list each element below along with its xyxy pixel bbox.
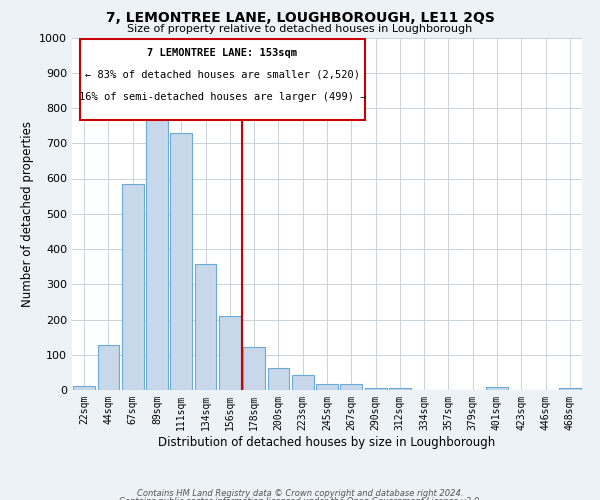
Text: Contains HM Land Registry data © Crown copyright and database right 2024.: Contains HM Land Registry data © Crown c…: [137, 489, 463, 498]
Bar: [219, 316, 241, 390]
Text: 7, LEMONTREE LANE, LOUGHBOROUGH, LE11 2QS: 7, LEMONTREE LANE, LOUGHBOROUGH, LE11 2Q…: [106, 11, 494, 25]
Bar: [170, 132, 192, 390]
FancyBboxPatch shape: [80, 40, 365, 120]
Bar: [194, 264, 217, 390]
Bar: [389, 388, 411, 390]
Bar: [146, 120, 168, 390]
Bar: [292, 375, 314, 390]
Bar: [365, 388, 386, 390]
Bar: [243, 347, 265, 390]
Bar: [316, 384, 338, 390]
X-axis label: Distribution of detached houses by size in Loughborough: Distribution of detached houses by size …: [158, 436, 496, 448]
Text: ← 83% of detached houses are smaller (2,520): ← 83% of detached houses are smaller (2,…: [85, 69, 360, 79]
Text: Size of property relative to detached houses in Loughborough: Size of property relative to detached ho…: [127, 24, 473, 34]
Bar: [340, 384, 362, 390]
Bar: [486, 387, 508, 390]
Bar: [122, 184, 143, 390]
Bar: [559, 388, 581, 390]
Text: 16% of semi-detached houses are larger (499) →: 16% of semi-detached houses are larger (…: [79, 92, 366, 102]
Y-axis label: Number of detached properties: Number of detached properties: [20, 120, 34, 306]
Bar: [268, 368, 289, 390]
Bar: [73, 386, 95, 390]
Bar: [97, 345, 119, 390]
Text: Contains public sector information licensed under the Open Government Licence v3: Contains public sector information licen…: [119, 496, 481, 500]
Text: 7 LEMONTREE LANE: 153sqm: 7 LEMONTREE LANE: 153sqm: [148, 48, 298, 58]
